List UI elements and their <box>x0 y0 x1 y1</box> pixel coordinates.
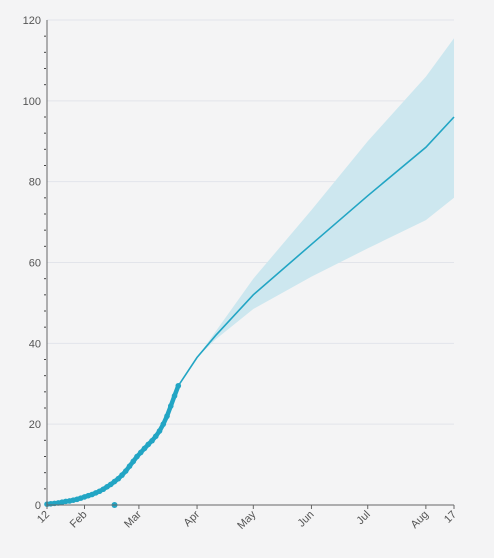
data-point <box>115 475 122 482</box>
data-point <box>122 468 129 474</box>
data-point <box>137 449 144 456</box>
confidence-band-group <box>178 38 455 386</box>
data-point <box>171 393 178 399</box>
x-tick-label: May <box>235 508 259 532</box>
data-point <box>149 437 155 444</box>
confidence-band <box>178 38 455 386</box>
minor-ticks <box>44 35 46 490</box>
x-tick-label: Jun <box>296 509 317 530</box>
data-point <box>145 441 152 448</box>
data-point <box>152 433 159 440</box>
x-tick-label: Feb <box>68 509 90 531</box>
data-point <box>141 445 148 452</box>
data-point <box>175 382 182 389</box>
x-tick-label: Apr <box>182 508 203 529</box>
x-tick-label: 17 <box>442 509 459 526</box>
data-point <box>134 453 140 460</box>
axes <box>46 20 455 509</box>
data-point <box>167 403 174 409</box>
y-tick-label: 60 <box>29 258 41 270</box>
x-tick-label: Mar <box>122 508 144 530</box>
y-tick-label: 0 <box>35 500 41 512</box>
y-tick-label: 100 <box>23 96 41 108</box>
y-tick-label: 80 <box>29 177 41 189</box>
data-point <box>126 463 133 470</box>
x-tick-label: Aug <box>409 509 431 531</box>
forecast-line <box>177 116 455 387</box>
y-tick-label: 120 <box>23 15 41 27</box>
data-point <box>119 472 125 478</box>
data-point <box>156 428 163 434</box>
y-tick-label: 20 <box>29 419 41 431</box>
data-point <box>164 413 170 419</box>
series-group <box>44 116 455 508</box>
y-tick-label: 40 <box>29 338 41 350</box>
x-tick-label: Jul <box>354 509 372 527</box>
grid-lines <box>47 19 454 506</box>
data-point <box>130 458 137 465</box>
data-point <box>160 421 167 427</box>
